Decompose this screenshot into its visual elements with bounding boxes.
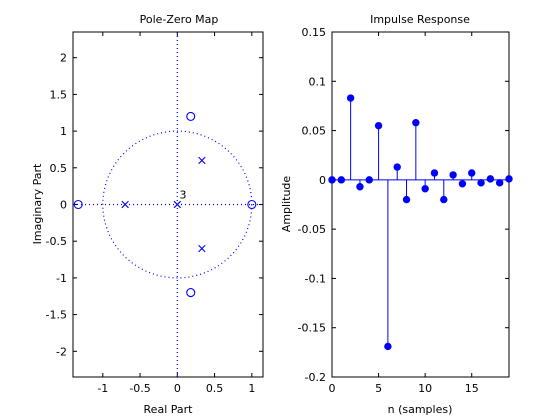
pz-zero-marker: [186, 288, 196, 298]
ir-title: Impulse Response: [370, 13, 470, 26]
pz-plot-layer: -1 -0.5 0 0.5 1 -2 -1.5 -1 -0.5 0 0.5 1 1.5 2 3: [46, 32, 263, 395]
pz-ytick-label: 2: [60, 52, 67, 65]
ir-stem-marker: [412, 118, 420, 127]
ir-stem-marker: [374, 121, 383, 130]
ir-stem: [440, 179, 448, 204]
pz-pole-stroke: [198, 156, 206, 165]
ir-stem: [449, 171, 457, 180]
ir-stem-marker: [337, 176, 346, 184]
ir-xlabel: n (samples): [388, 403, 453, 416]
ir-stem-marker: [393, 163, 401, 171]
ir-stem-marker: [468, 169, 476, 177]
ir-stem: [356, 179, 364, 191]
ir-stem-marker: [430, 169, 439, 177]
ir-stem: [393, 163, 401, 180]
ir-stem-marker: [328, 176, 336, 184]
ir-stem: [337, 176, 346, 184]
ir-stem: [486, 175, 495, 183]
ir-xtick-label: 15: [465, 382, 479, 395]
pz-xtick-label: 0.5: [206, 382, 224, 395]
pz-ytick-label: 1: [60, 125, 67, 138]
ir-ytick-label: 0.1: [309, 75, 327, 88]
ir-stem-marker: [365, 176, 373, 184]
ir-stem-marker: [421, 185, 429, 193]
pz-zero-marker: [247, 199, 257, 210]
ir-stem-marker: [356, 183, 364, 191]
pz-xtick-label: 0: [174, 382, 181, 395]
ir-stem: [412, 118, 420, 180]
ir-stem: [365, 176, 373, 184]
ir-stem-marker: [495, 179, 504, 187]
pz-unit-circle: [102, 130, 253, 279]
ir-stem-marker: [458, 180, 467, 188]
ir-stem: [346, 94, 355, 180]
ir-stem: [505, 175, 513, 183]
ir-ytick-label: -0.05: [298, 223, 326, 236]
pz-ytick-label: 0.5: [50, 162, 68, 175]
ir-stem-marker: [477, 179, 485, 187]
ir-stem: [458, 179, 467, 188]
pz-ytick-label: -1: [56, 272, 67, 285]
ir-axes-box: [331, 31, 510, 378]
pz-pole-marker: [198, 156, 206, 165]
impulse-response: Impulse Response 0 5 10 15 -0.2 -0.15 -0.1 -0.0…: [280, 13, 513, 416]
pz-xtick-label: -0.5: [129, 382, 150, 395]
ir-ytick-label: 0: [319, 174, 326, 187]
ir-xtick-label: 5: [375, 382, 382, 395]
pz-zero-marker: [73, 199, 83, 210]
ir-stem: [468, 169, 476, 180]
pz-pole-marker: [173, 200, 182, 209]
ir-ytick-label: -0.1: [305, 272, 326, 285]
pz-xtick-label: 1: [248, 382, 255, 395]
ir-stem: [421, 179, 429, 193]
pz-xtick-label: -1: [97, 382, 108, 395]
pz-pole-stroke: [121, 200, 129, 209]
pz-pole-stroke: [173, 200, 182, 209]
pz-pole-marker: [198, 244, 206, 253]
pz-zero-marker: [186, 111, 196, 121]
pole-zero-map: Pole-Zero Map -1 -0.5 0 0.5 1 -2 -1.5 -1 -0.5 0 0.…: [31, 13, 264, 416]
ir-ytick-label: -0.15: [298, 322, 326, 335]
pz-xlabel: Real Part: [144, 403, 194, 416]
ir-stem: [477, 179, 485, 187]
ir-ylabel: Amplitude: [280, 176, 293, 233]
pz-ytick-label: 0: [60, 199, 67, 212]
ir-stem-marker: [402, 195, 411, 204]
ir-stem-marker: [346, 94, 355, 102]
ir-stem-marker: [384, 342, 392, 351]
pz-ylabel: Imaginary Part: [31, 163, 44, 244]
ir-stem: [495, 179, 504, 187]
ir-stem: [384, 179, 392, 351]
pz-pole-stroke: [198, 244, 206, 253]
pz-ytick-label: -2: [56, 345, 67, 358]
ir-stem-marker: [440, 195, 448, 204]
pz-title: Pole-Zero Map: [140, 13, 219, 26]
pz-multiplicity-label: 3: [180, 189, 187, 202]
ir-ytick-label: 0.05: [302, 125, 327, 138]
ir-xtick-label: 0: [329, 382, 336, 395]
ir-stem-marker: [486, 175, 495, 183]
ir-stem-marker: [449, 171, 457, 179]
ir-plot-layer: 0 5 10 15 -0.2 -0.15 -0.1 -0.05 0 0.05 0.1 0.15: [298, 26, 513, 395]
ir-ytick-label: -0.2: [305, 371, 326, 384]
pz-ytick-label: -0.5: [46, 235, 67, 248]
ir-ytick-label: 0.15: [302, 26, 327, 39]
pz-pole-marker: [121, 200, 129, 209]
ir-stem: [402, 179, 411, 204]
pz-ytick-label: 1.5: [50, 88, 68, 101]
ir-stem-marker: [505, 175, 513, 183]
ir-xtick-label: 10: [418, 382, 432, 395]
ir-stem: [374, 121, 383, 180]
pz-ytick-label: -1.5: [46, 309, 67, 322]
ir-stem: [328, 176, 336, 184]
ir-stem: [430, 169, 439, 180]
